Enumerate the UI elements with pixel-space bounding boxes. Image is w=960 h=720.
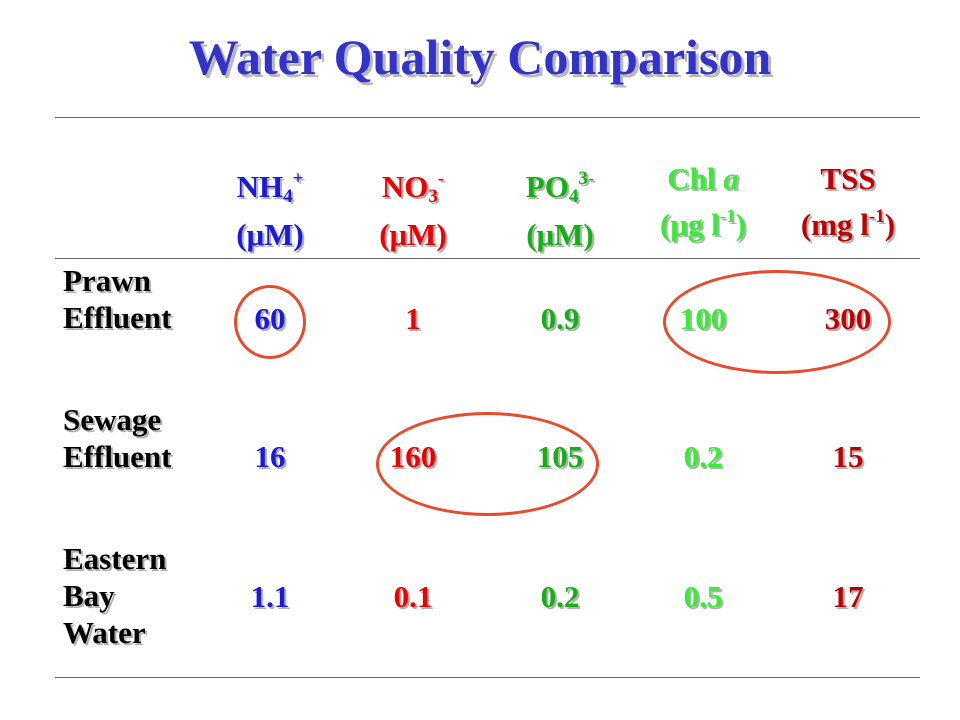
slide-title: Water Quality Comparison	[188, 29, 772, 85]
bottom-divider	[55, 677, 920, 678]
cell-eastern-tss: 17	[832, 579, 864, 614]
header-no3: NO3- (μM)	[379, 168, 447, 252]
cell-eastern-chl: 0.5	[683, 579, 723, 614]
header-tss: TSS (mg l-1)	[800, 161, 896, 242]
cell-sewage-tss: 15	[832, 439, 864, 474]
row-label-sewage-effluent: Sewage Effluent	[63, 402, 172, 474]
highlight-ring-prawn-chl-tss	[663, 270, 891, 374]
cell-eastern-no3: 0.1	[393, 579, 433, 614]
row-label-prawn-effluent: Prawn Effluent	[63, 263, 172, 335]
top-divider	[55, 117, 920, 118]
cell-sewage-chl: 0.2	[683, 439, 723, 474]
header-chl-a: Chl a (μg l-1)	[660, 161, 746, 242]
highlight-ring-sewage-no3-po4	[376, 412, 599, 516]
row-label-eastern-bay-water: Eastern Bay Water	[63, 541, 167, 650]
cell-sewage-nh4: 16	[254, 439, 286, 474]
cell-prawn-no3: 1	[405, 301, 421, 336]
cell-prawn-po4: 0.9	[540, 301, 580, 336]
cell-eastern-nh4: 1.1	[250, 579, 290, 614]
cell-eastern-po4: 0.2	[540, 579, 580, 614]
header-divider	[55, 258, 920, 259]
header-po4: PO43- (μM)	[525, 168, 595, 252]
highlight-ring-prawn-nh4	[234, 285, 306, 359]
header-nh4: NH4+ (μM)	[236, 168, 304, 252]
